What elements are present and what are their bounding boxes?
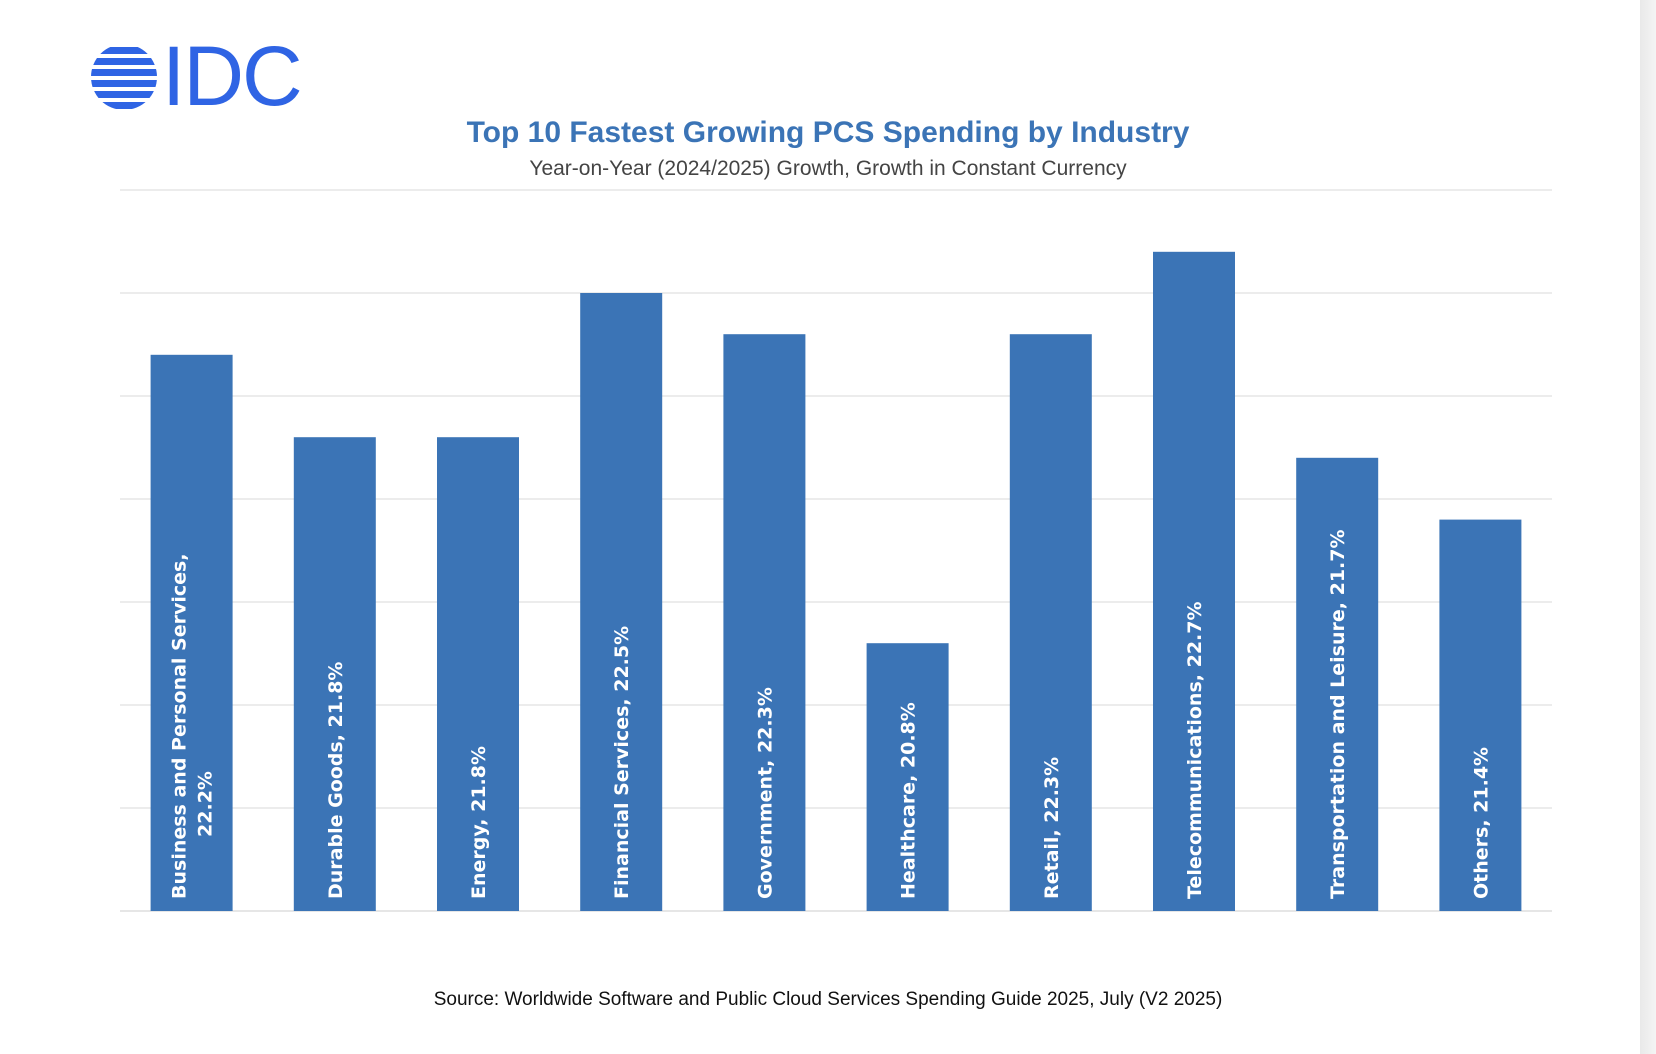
bar-healthcare	[866, 643, 949, 911]
bar-business-and-personal-services	[150, 354, 233, 911]
bar-label: Telecommunications, 22.7%	[1184, 601, 1206, 899]
bar-label: Durable Goods, 21.8%	[325, 662, 347, 899]
source-note: Source: Worldwide Software and Public Cl…	[433, 989, 1223, 1010]
bar-labels: Business and Personal Services, 22.2% Dura…	[169, 529, 1493, 899]
bar-government	[723, 334, 806, 911]
logo-wordmark: IDC	[162, 29, 303, 123]
bar-label: Retail, 22.3%	[1041, 757, 1063, 899]
idc-globe-icon	[91, 47, 157, 109]
bar-durable-goods	[293, 437, 376, 911]
bar-label: Healthcare, 20.8%	[898, 702, 920, 899]
bar-label: Transportation and Leisure, 21.7%	[1327, 529, 1349, 899]
bar-label: Business and Personal Services, 22.2%	[169, 553, 217, 899]
window-edge	[1640, 0, 1656, 1054]
idc-logo: IDC	[90, 34, 320, 118]
bar-transportation-and-leisure	[1296, 457, 1379, 911]
bar-financial-services	[580, 293, 663, 911]
bar-others	[1439, 519, 1522, 911]
bar-label: Energy, 21.8%	[468, 746, 490, 899]
bar-label: Financial Services, 22.5%	[611, 626, 633, 899]
bar-energy	[437, 437, 519, 911]
bar-telecommunications	[1153, 251, 1235, 912]
bar-label: Others, 21.4%	[1470, 747, 1492, 899]
chart-subtitle: Year-on-Year (2024/2025) Growth, Growth …	[529, 157, 1127, 180]
bar-label: Government, 22.3%	[754, 687, 776, 899]
chart-title: Top 10 Fastest Growing PCS Spending by I…	[466, 116, 1190, 149]
bars	[150, 251, 1522, 912]
bar-retail	[1009, 334, 1092, 911]
